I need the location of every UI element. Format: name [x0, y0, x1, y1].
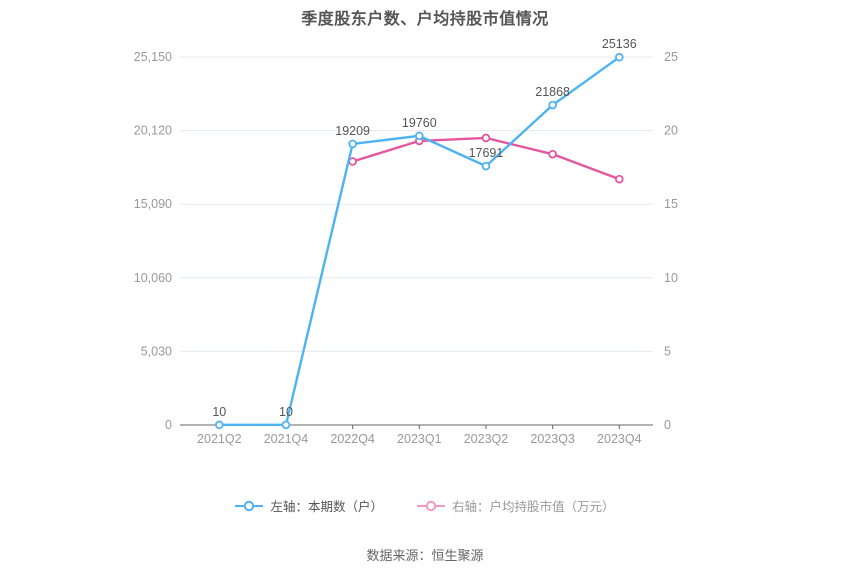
svg-text:19760: 19760	[402, 116, 437, 130]
svg-text:2023Q4: 2023Q4	[597, 432, 642, 446]
svg-text:2021Q4: 2021Q4	[264, 432, 309, 446]
svg-text:10,060: 10,060	[134, 271, 172, 285]
svg-text:10: 10	[664, 271, 678, 285]
svg-text:0: 0	[664, 418, 671, 432]
svg-text:15,090: 15,090	[134, 197, 172, 211]
legend-marker-blue-icon	[235, 500, 264, 511]
chart-legend: 左轴：本期数（户） 右轴：户均持股市值（万元）	[0, 496, 850, 515]
legend-label-left: 左轴：本期数（户）	[270, 500, 383, 514]
svg-text:2023Q3: 2023Q3	[530, 432, 575, 446]
svg-text:5: 5	[664, 344, 671, 358]
data-labels: 10 10 19209 19760 17691 21868 25136	[212, 37, 636, 419]
legend-item-right-axis[interactable]: 右轴：户均持股市值（万元）	[417, 496, 615, 515]
svg-text:19209: 19209	[335, 124, 370, 138]
svg-text:2021Q2: 2021Q2	[197, 432, 242, 446]
svg-text:20: 20	[664, 124, 678, 138]
svg-text:2022Q4: 2022Q4	[330, 432, 375, 446]
chart-title: 季度股东户数、户均持股市值情况	[301, 11, 549, 28]
line-chart-canvas[interactable]: 2021Q2 2021Q4 2022Q4 2023Q1 2023Q2 2023Q3 2023…	[0, 0, 850, 470]
data-point[interactable]	[614, 174, 624, 184]
svg-text:5,030: 5,030	[141, 344, 172, 358]
legend-label-right: 右轴：户均持股市值（万元）	[452, 500, 615, 514]
data-point[interactable]	[348, 139, 357, 149]
gridlines	[180, 56, 653, 352]
svg-text:25136: 25136	[602, 37, 637, 51]
svg-text:21868: 21868	[535, 85, 570, 99]
data-point[interactable]	[215, 420, 224, 430]
svg-text:20,120: 20,120	[134, 124, 172, 138]
svg-text:0: 0	[165, 418, 172, 432]
svg-text:10: 10	[212, 405, 226, 419]
svg-text:17691: 17691	[469, 146, 504, 160]
legend-item-left-axis[interactable]: 左轴：本期数（户）	[235, 496, 383, 515]
svg-text:2023Q2: 2023Q2	[464, 432, 509, 446]
svg-text:25,150: 25,150	[134, 50, 172, 64]
data-source-footer: 数据来源：恒生聚源	[366, 548, 484, 563]
x-axis-labels: 2021Q2 2021Q4 2022Q4 2023Q1 2023Q2 2023Q3 2023…	[197, 432, 642, 446]
svg-text:25: 25	[664, 50, 678, 64]
right-axis-labels: 0 5 10 15 20 25	[664, 50, 678, 432]
svg-text:2023Q1: 2023Q1	[397, 432, 442, 446]
data-point[interactable]	[481, 161, 491, 171]
data-point[interactable]	[481, 133, 491, 143]
data-point[interactable]	[548, 100, 557, 110]
left-axis-labels: 0 5,030 10,060 15,090 20,120 25,150	[134, 50, 172, 432]
svg-text:10: 10	[279, 405, 293, 419]
data-point[interactable]	[614, 52, 624, 62]
svg-text:15: 15	[664, 197, 678, 211]
series-line-shareholders[interactable]	[215, 52, 624, 430]
data-point[interactable]	[548, 149, 557, 159]
legend-marker-pink-icon	[417, 500, 445, 511]
data-point[interactable]	[414, 131, 424, 141]
data-point[interactable]	[281, 420, 291, 430]
